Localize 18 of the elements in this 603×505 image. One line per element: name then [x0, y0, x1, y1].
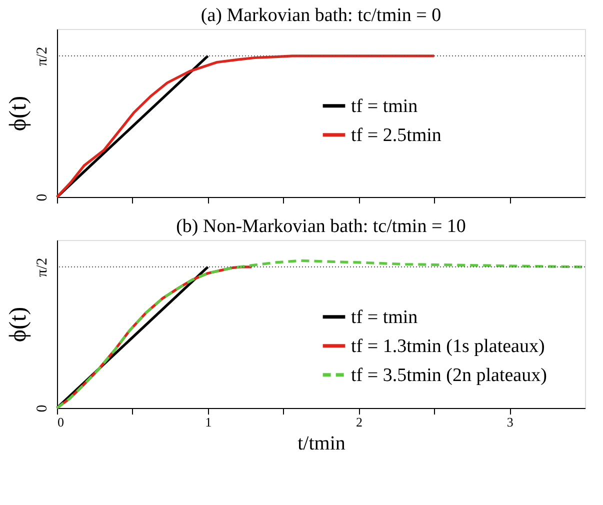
y-tick-label: π/2 [34, 258, 50, 278]
y-tick-label: π/2 [34, 46, 50, 66]
legend-label: tf = 1.3tmin (1s plateaux) [351, 336, 545, 357]
x-tick-label: 3 [506, 414, 514, 430]
x-tick-label: 1 [205, 414, 212, 430]
legend-label: tf = tmin [351, 306, 418, 328]
chart-title: (b) Non-Markovian bath: tc/tmin = 10 [176, 216, 466, 237]
legend-label: tf = tmin [351, 96, 418, 117]
y-tick-label: 0 [34, 404, 50, 412]
legend-label: tf = 3.5tmin (2n plateaux) [351, 364, 547, 386]
y-axis-title: ϕ(t) [6, 306, 32, 342]
y-tick-label: 0 [34, 194, 50, 202]
x-tick-label: 2 [356, 414, 362, 430]
chart-title: (a) Markovian bath: tc/tmin = 0 [200, 5, 442, 26]
y-axis-title: ϕ(t) [6, 96, 32, 132]
legend-label: tf = 2.5tmin [351, 124, 442, 146]
x-axis-title: t/tmin [298, 432, 346, 454]
x-tick-label: 0 [58, 414, 64, 430]
